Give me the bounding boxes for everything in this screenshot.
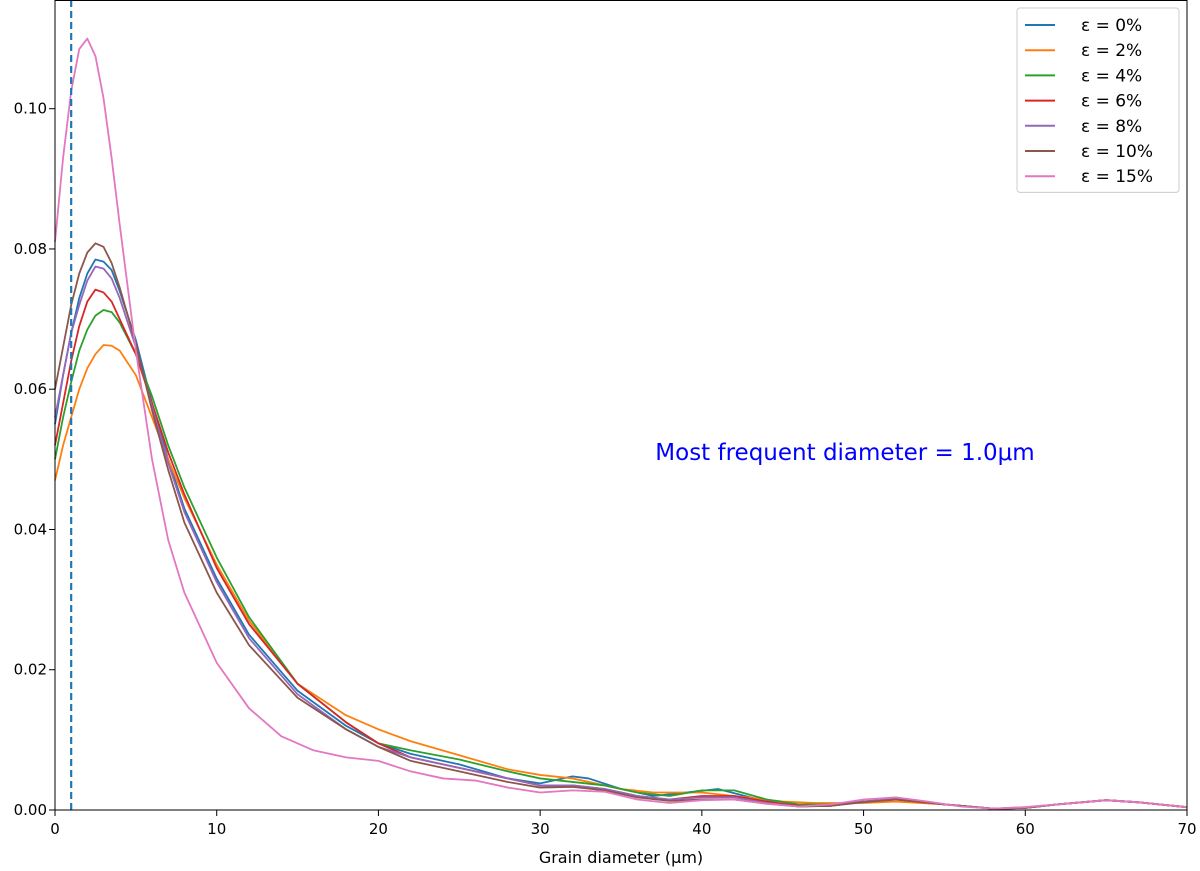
legend-label: ε = 2% bbox=[1081, 41, 1142, 61]
x-tick-label: 50 bbox=[854, 820, 873, 838]
x-axis-ticks: 0 10 20 30 40 50 60 70 bbox=[50, 810, 1197, 838]
legend-label: ε = 4% bbox=[1081, 66, 1142, 86]
x-tick-label: 30 bbox=[531, 820, 550, 838]
legend-label: ε = 0% bbox=[1081, 16, 1142, 36]
x-tick-label: 70 bbox=[1177, 820, 1196, 838]
y-tick-label: 0.10 bbox=[14, 100, 47, 118]
series-line-5 bbox=[54, 242, 1188, 810]
x-axis-label: Grain diameter (μm) bbox=[539, 848, 703, 867]
annotation-text: Most frequent diameter = 1.0μm bbox=[655, 440, 1034, 466]
y-axis-ticks: 0.00 0.02 0.04 0.06 0.08 0.10 bbox=[14, 100, 55, 819]
x-tick-label: 20 bbox=[369, 820, 388, 838]
x-tick-label: 60 bbox=[1016, 820, 1035, 838]
y-tick-label: 0.04 bbox=[14, 520, 47, 538]
series-lines bbox=[54, 37, 1188, 810]
y-tick-label: 0.02 bbox=[14, 661, 47, 679]
legend-box bbox=[1016, 7, 1180, 193]
plot-frame bbox=[54, 0, 1188, 811]
y-tick-label: 0.00 bbox=[14, 801, 47, 819]
x-tick-label: 10 bbox=[207, 820, 226, 838]
y-tick-label: 0.08 bbox=[14, 240, 47, 258]
legend-label: ε = 8% bbox=[1081, 117, 1142, 137]
legend: ε = 0% ε = 2% ε = 4% ε = 6% ε = 8% ε = 10% ε =… bbox=[1016, 7, 1180, 193]
legend-label: ε = 10% bbox=[1081, 142, 1153, 162]
legend-label: ε = 6% bbox=[1081, 92, 1142, 112]
x-tick-label: 40 bbox=[692, 820, 711, 838]
legend-label: ε = 15% bbox=[1081, 167, 1153, 187]
y-tick-label: 0.06 bbox=[14, 380, 47, 398]
x-tick-label: 0 bbox=[50, 820, 60, 838]
series-line-6 bbox=[54, 37, 1188, 810]
